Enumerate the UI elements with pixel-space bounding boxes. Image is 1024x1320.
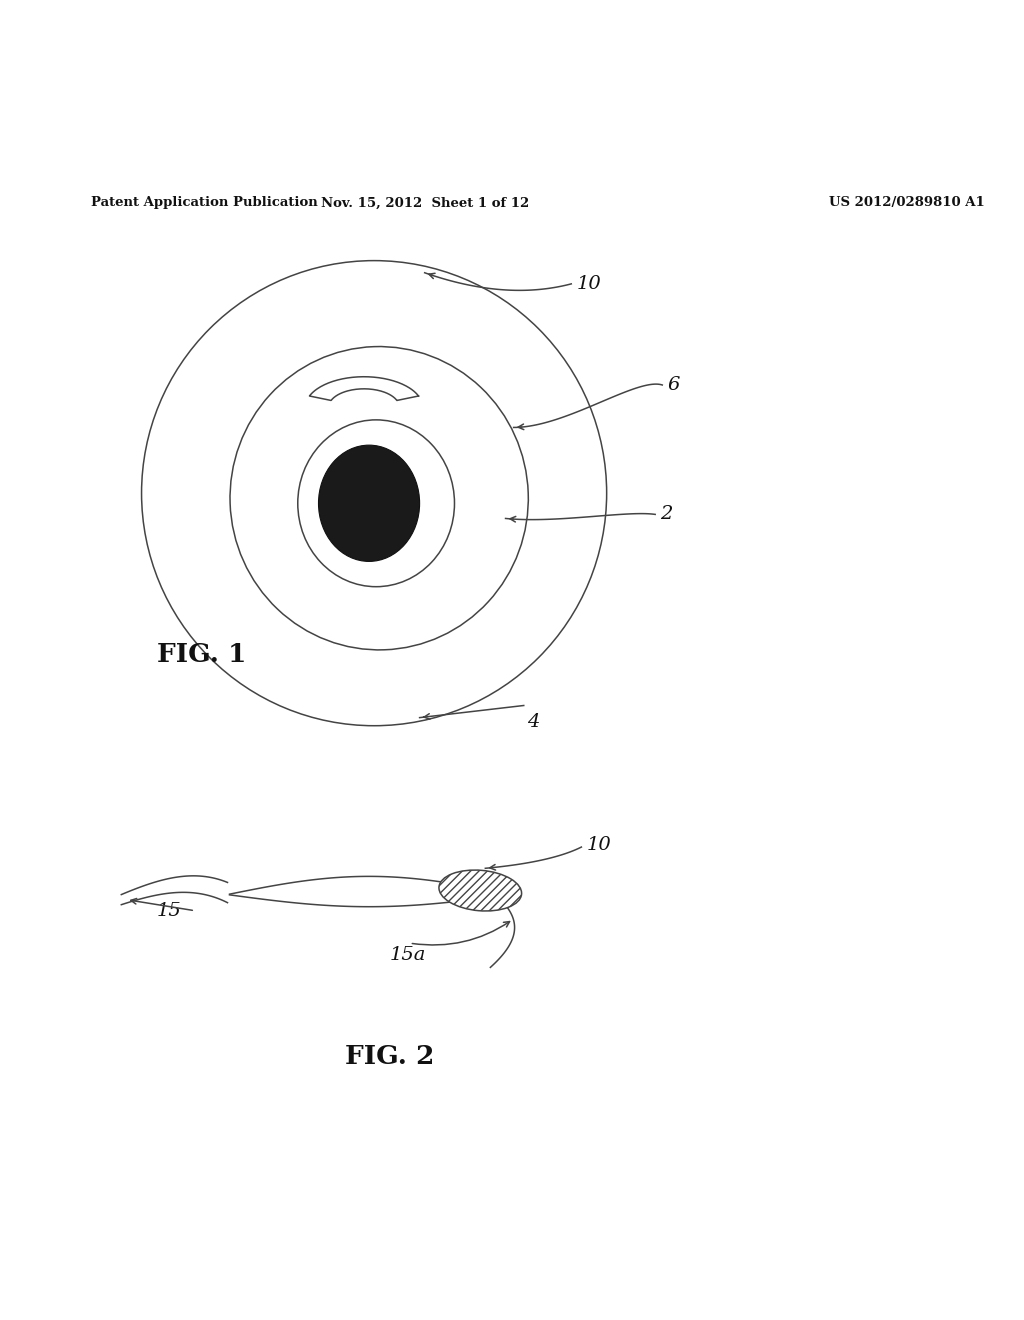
Text: US 2012/0289810 A1: US 2012/0289810 A1 — [829, 197, 985, 210]
Text: Patent Application Publication: Patent Application Publication — [91, 197, 317, 210]
Text: FIG. 1: FIG. 1 — [157, 643, 246, 668]
Text: 15: 15 — [157, 902, 181, 920]
Text: Nov. 15, 2012  Sheet 1 of 12: Nov. 15, 2012 Sheet 1 of 12 — [321, 197, 528, 210]
Ellipse shape — [298, 420, 455, 586]
Text: 6: 6 — [668, 376, 680, 393]
Text: 2: 2 — [660, 506, 673, 524]
Ellipse shape — [439, 870, 521, 911]
Text: 4: 4 — [526, 713, 540, 730]
Ellipse shape — [318, 445, 420, 561]
Text: 10: 10 — [577, 275, 601, 293]
Text: FIG. 2: FIG. 2 — [345, 1044, 434, 1069]
Text: 15a: 15a — [389, 946, 426, 964]
Text: 10: 10 — [587, 836, 611, 854]
